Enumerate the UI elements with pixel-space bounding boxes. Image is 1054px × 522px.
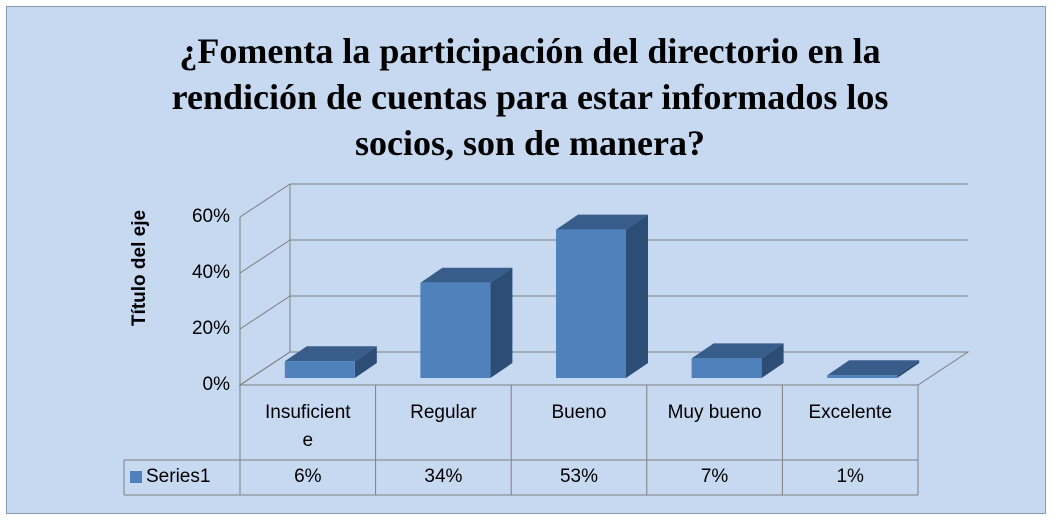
bar-top xyxy=(556,214,648,230)
bar xyxy=(691,358,762,378)
y-axis-title: Título del eje xyxy=(129,209,150,327)
x-tick-label: Bueno xyxy=(551,402,607,423)
legend-swatch xyxy=(130,471,142,483)
chart-title: ¿Fomenta la participación del directorio… xyxy=(171,31,889,163)
y-tick-label: 20% xyxy=(191,318,230,339)
chart-background xyxy=(6,6,1046,514)
bar-top xyxy=(691,343,784,359)
bar-top xyxy=(284,346,377,362)
y-tick-label: 60% xyxy=(191,206,230,227)
value-label: 34% xyxy=(424,466,463,487)
value-label: 1% xyxy=(836,466,864,487)
x-tick-label: Muy bueno xyxy=(667,402,762,423)
value-label: 6% xyxy=(294,466,322,487)
grid-line xyxy=(239,239,968,274)
x-tick-label: Excelente xyxy=(808,402,892,423)
value-label: 7% xyxy=(700,466,729,487)
bar-side xyxy=(626,214,648,378)
bar xyxy=(420,282,491,378)
bar-top xyxy=(827,360,920,376)
value-label: 53% xyxy=(559,466,598,487)
grid-line xyxy=(239,183,968,218)
y-tick-label: 40% xyxy=(191,262,230,283)
bar-side xyxy=(354,346,377,378)
grid-line xyxy=(239,295,968,330)
bar xyxy=(556,229,626,378)
bar xyxy=(827,375,898,378)
bar xyxy=(284,361,355,378)
bar-side xyxy=(897,360,920,378)
x-tick-label: Regular xyxy=(410,402,477,423)
x-tick-label: Insuficiente xyxy=(265,402,351,451)
bar-top xyxy=(420,267,513,283)
legend-label: Series1 xyxy=(146,466,211,487)
bar-side xyxy=(490,267,513,378)
y-tick-label: 0% xyxy=(202,374,230,395)
bar-side xyxy=(761,343,784,378)
